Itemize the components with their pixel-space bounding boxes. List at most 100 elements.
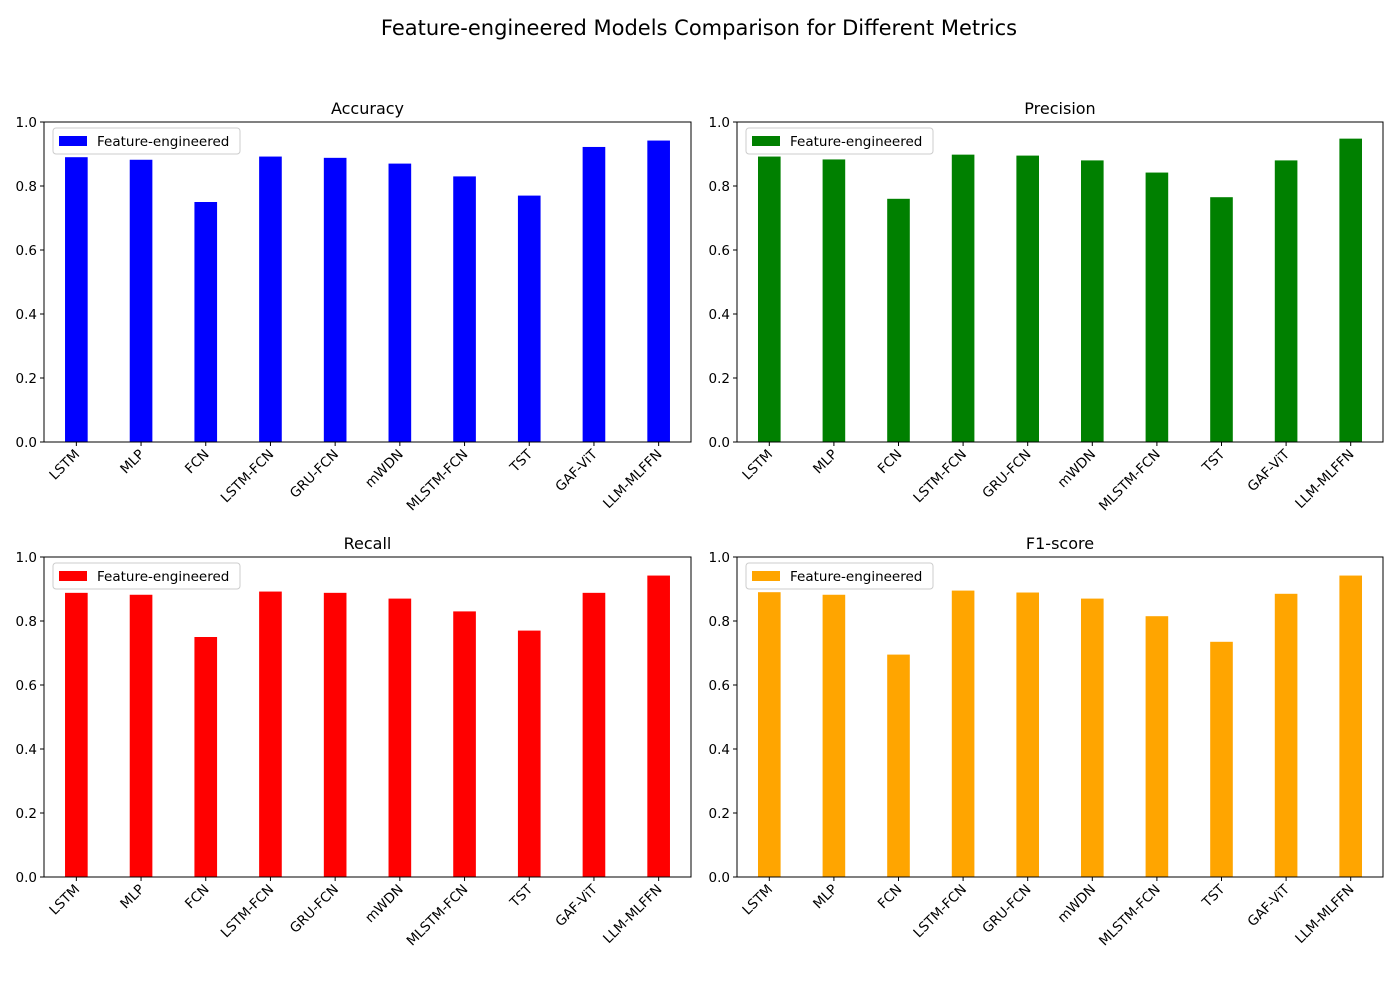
y-tick-label-recall-0: 0.0 <box>16 870 37 886</box>
x-tick-label-recall-lstm-fcn: LSTM-FCN <box>218 882 278 942</box>
subplot-title-accuracy: Accuracy <box>331 99 404 118</box>
bar-precision-fcn <box>887 198 910 442</box>
legend-swatch-precision <box>752 136 780 146</box>
legend-swatch-accuracy <box>59 136 87 146</box>
bar-accuracy-tst <box>517 195 541 442</box>
legend-label-f1-score: Feature-engineered <box>790 569 922 585</box>
x-tick-label-accuracy-gru-fcn: GRU-FCN <box>287 447 342 502</box>
axes-frame-f1-score <box>736 556 1384 878</box>
bar-recall-gaf-vit <box>582 592 606 877</box>
x-tick-label-precision-llm-mlffn: LLM-MLFFN <box>1292 447 1357 512</box>
legend-precision: Feature-engineered <box>745 127 934 155</box>
legend-accuracy: Feature-engineered <box>52 127 241 155</box>
bar-f1-score-gru-fcn <box>1016 592 1040 877</box>
y-tick-label-accuracy-2: 0.4 <box>16 307 37 323</box>
y-tick-label-accuracy-0: 0.0 <box>16 435 37 451</box>
x-tick-label-f1-score-fcn: FCN <box>875 882 906 913</box>
y-tick-label-f1-score-4: 0.8 <box>709 614 730 630</box>
x-tick-label-precision-mlstm-fcn: MLSTM-FCN <box>1096 447 1164 515</box>
bar-f1-score-fcn <box>887 654 910 877</box>
y-tick-label-f1-score-3: 0.6 <box>709 678 730 694</box>
legend-box-accuracy <box>52 127 241 155</box>
axes-frame-recall <box>43 556 692 878</box>
bar-accuracy-mlstm-fcn <box>453 176 476 442</box>
y-tick-label-f1-score-0: 0.0 <box>709 870 730 886</box>
x-tick-label-precision-gru-fcn: GRU-FCN <box>979 447 1034 502</box>
y-tick-label-accuracy-1: 0.2 <box>16 371 37 387</box>
x-tick-label-precision-mlp: MLP <box>810 447 841 478</box>
x-tick-label-recall-gru-fcn: GRU-FCN <box>287 882 342 937</box>
y-tick-label-recall-5: 1.0 <box>16 550 37 566</box>
bar-accuracy-gru-fcn <box>323 157 347 442</box>
y-tick-label-recall-3: 0.6 <box>16 678 37 694</box>
y-tick-label-precision-5: 1.0 <box>709 115 730 131</box>
legend-label-recall: Feature-engineered <box>97 569 229 585</box>
bar-recall-llm-mlffn <box>647 575 670 877</box>
y-tick-label-f1-score-5: 1.0 <box>709 550 730 566</box>
bar-f1-score-lstm <box>757 592 781 877</box>
axes-frame-accuracy <box>43 121 692 443</box>
bar-precision-gaf-vit <box>1274 160 1298 442</box>
x-tick-label-accuracy-fcn: FCN <box>182 447 213 478</box>
subplot-title-f1-score: F1-score <box>1026 534 1094 553</box>
bar-precision-lstm <box>757 156 781 442</box>
legend-f1-score: Feature-engineered <box>745 562 934 590</box>
bar-precision-mwdn <box>1080 160 1104 442</box>
x-tick-label-recall-tst: TST <box>506 881 536 911</box>
bar-recall-tst <box>517 630 541 877</box>
y-tick-label-precision-2: 0.4 <box>709 307 730 323</box>
x-tick-label-f1-score-gru-fcn: GRU-FCN <box>979 882 1034 937</box>
x-tick-label-accuracy-mlstm-fcn: MLSTM-FCN <box>404 447 472 515</box>
bar-precision-mlp <box>822 159 846 442</box>
bar-recall-fcn <box>194 637 218 877</box>
y-tick-label-f1-score-2: 0.4 <box>709 742 730 758</box>
x-tick-label-accuracy-tst: TST <box>506 446 536 476</box>
x-tick-label-accuracy-mwdn: mWDN <box>362 447 407 492</box>
x-tick-label-f1-score-lstm: LSTM <box>739 882 776 919</box>
bar-recall-lstm <box>65 592 88 877</box>
x-tick-label-recall-gaf-vit: GAF-ViT <box>552 881 601 930</box>
legend-swatch-f1-score <box>752 571 780 581</box>
y-tick-label-accuracy-4: 0.8 <box>16 179 37 195</box>
subplot-f1-score: F1-score 0.0 0.2 0.4 0.6 0.8 1.0 LSTM MLP FCN LSTM… <box>709 534 1384 950</box>
bar-recall-mlstm-fcn <box>453 611 476 877</box>
x-tick-label-recall-mlstm-fcn: MLSTM-FCN <box>404 882 472 950</box>
legend-label-accuracy: Feature-engineered <box>97 134 229 150</box>
bar-f1-score-gaf-vit <box>1274 593 1298 877</box>
x-tick-label-recall-fcn: FCN <box>182 882 213 913</box>
y-tick-label-accuracy-3: 0.6 <box>16 243 37 259</box>
bar-precision-lstm-fcn <box>951 154 975 442</box>
subplot-title-recall: Recall <box>344 534 392 553</box>
x-tick-label-precision-gaf-vit: GAF-ViT <box>1245 446 1294 495</box>
bar-accuracy-llm-mlffn <box>647 140 670 442</box>
bar-recall-gru-fcn <box>323 592 347 877</box>
bar-precision-gru-fcn <box>1016 155 1040 442</box>
x-tick-label-f1-score-tst: TST <box>1199 881 1229 911</box>
x-tick-label-precision-lstm-fcn: LSTM-FCN <box>910 447 970 507</box>
bar-precision-mlstm-fcn <box>1145 172 1169 442</box>
x-tick-label-precision-mwdn: mWDN <box>1055 447 1100 492</box>
x-tick-label-accuracy-gaf-vit: GAF-ViT <box>552 446 601 495</box>
x-tick-label-f1-score-mlstm-fcn: MLSTM-FCN <box>1096 882 1164 950</box>
y-tick-label-accuracy-5: 1.0 <box>16 115 37 131</box>
x-tick-label-precision-lstm: LSTM <box>739 447 776 484</box>
subplot-recall: Recall 0.0 0.2 0.4 0.6 0.8 1.0 LSTM MLP FCN LSTM-F… <box>16 534 692 950</box>
legend-box-precision <box>745 127 934 155</box>
bar-accuracy-mlp <box>129 159 153 442</box>
bar-recall-mwdn <box>388 598 412 877</box>
x-tick-label-f1-score-mlp: MLP <box>810 882 841 913</box>
x-tick-label-accuracy-lstm: LSTM <box>46 447 83 484</box>
x-tick-label-recall-lstm: LSTM <box>46 882 83 919</box>
bar-accuracy-lstm <box>65 157 88 442</box>
bar-recall-mlp <box>129 594 153 877</box>
x-tick-label-f1-score-lstm-fcn: LSTM-FCN <box>910 882 970 942</box>
bar-accuracy-lstm-fcn <box>259 156 282 442</box>
y-tick-label-f1-score-1: 0.2 <box>709 806 730 822</box>
x-tick-label-f1-score-gaf-vit: GAF-ViT <box>1245 881 1294 930</box>
figure-title: Feature-engineered Models Comparison for… <box>381 16 1017 40</box>
bar-accuracy-fcn <box>194 202 218 442</box>
legend-box-recall <box>52 562 241 590</box>
legend-swatch-recall <box>59 571 87 581</box>
